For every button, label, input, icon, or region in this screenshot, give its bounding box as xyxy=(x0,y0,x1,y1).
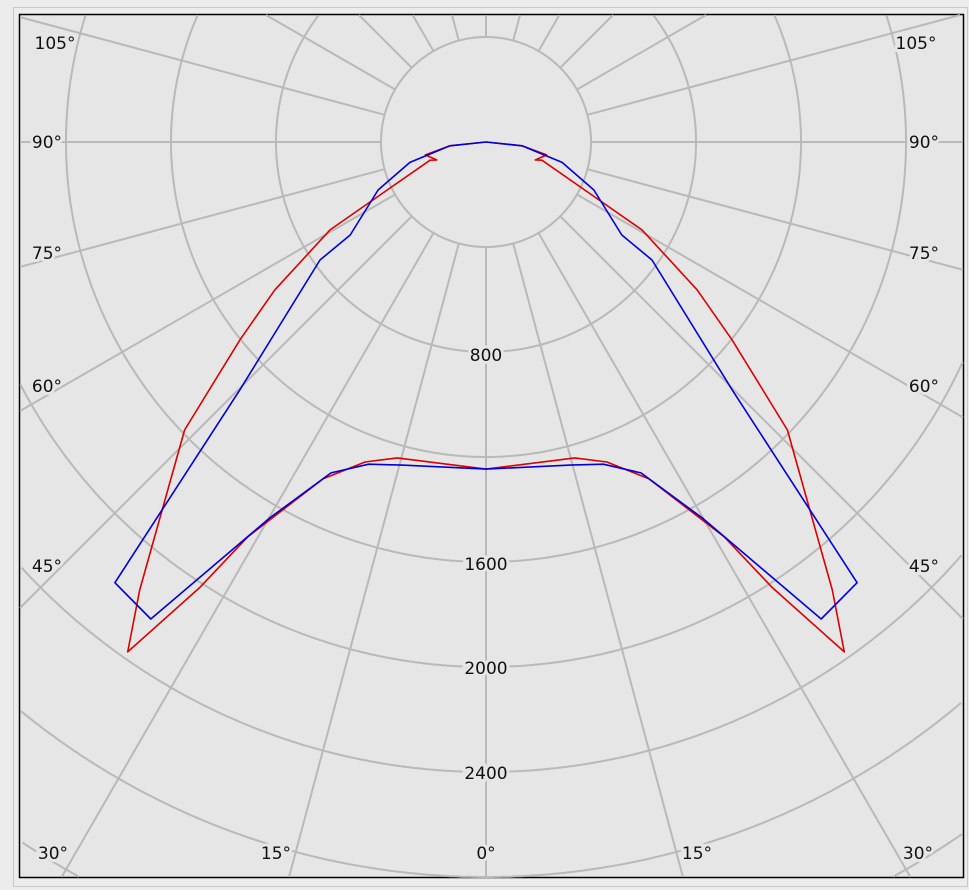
grid-spoke xyxy=(19,168,385,268)
angle-label-right: 45° xyxy=(909,557,939,577)
grid-spoke xyxy=(537,14,561,52)
angle-label-right: 60° xyxy=(909,377,939,397)
angle-label-right: 75° xyxy=(909,244,939,264)
grid-spoke xyxy=(559,215,964,620)
grid-spoke xyxy=(265,14,396,91)
angle-label-right: 105° xyxy=(896,34,937,54)
grid-circle xyxy=(19,361,964,668)
angle-label-bottom: 0° xyxy=(476,844,495,864)
angle-label-left: 90° xyxy=(32,133,62,153)
grid-circle xyxy=(892,833,963,878)
radial-label: 800 xyxy=(470,346,502,366)
angle-label-bottom: 30° xyxy=(903,844,933,864)
labels: 800 1600 2000 2400 105° 90° 75° 60° 45° … xyxy=(29,31,942,867)
grid-spoke xyxy=(19,16,385,116)
curves xyxy=(114,141,858,653)
grid-spoke xyxy=(559,14,614,69)
grid xyxy=(19,14,964,878)
grid-circle xyxy=(885,15,907,142)
grid-spoke xyxy=(19,215,413,609)
radial-label: 2000 xyxy=(464,659,507,679)
radial-label: 1600 xyxy=(464,555,507,575)
grid-spoke xyxy=(288,243,460,878)
grid-spoke xyxy=(451,14,460,41)
grid-spoke xyxy=(576,14,707,91)
grid-circle xyxy=(20,702,962,878)
radial-label: 2400 xyxy=(464,764,507,784)
plot-area xyxy=(18,13,965,879)
grid-circle xyxy=(21,841,80,878)
angle-label-left: 60° xyxy=(32,377,62,397)
angle-label-right: 90° xyxy=(909,133,939,153)
grid-spoke xyxy=(411,14,435,52)
grid-circle xyxy=(652,15,697,142)
grid-spoke xyxy=(512,243,684,878)
grid-circle xyxy=(773,14,802,142)
angle-label-left: 45° xyxy=(32,557,62,577)
grid-spoke xyxy=(60,232,435,878)
grid-spoke xyxy=(19,193,396,412)
grid-spoke xyxy=(512,14,521,41)
grid-circle xyxy=(65,15,907,563)
chart-panel xyxy=(13,7,968,887)
angle-label-left: 75° xyxy=(32,244,62,264)
grid-spoke xyxy=(537,232,912,878)
angle-label-bottom: 30° xyxy=(38,844,68,864)
angle-label-left: 105° xyxy=(35,34,76,54)
grid-circle xyxy=(20,554,963,773)
grid-spoke xyxy=(576,193,964,419)
angle-label-bottom: 15° xyxy=(682,844,712,864)
grid-circle xyxy=(170,14,802,458)
grid-spoke xyxy=(587,168,964,271)
angle-label-bottom: 15° xyxy=(261,844,291,864)
series-curve-1 xyxy=(114,141,858,620)
grid-spoke xyxy=(358,14,413,69)
grid-spoke xyxy=(587,14,961,116)
